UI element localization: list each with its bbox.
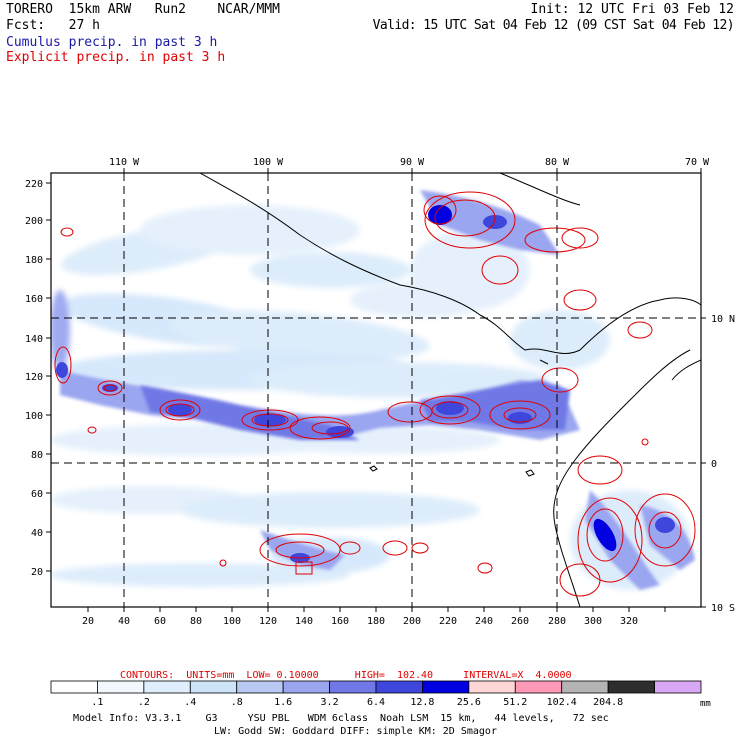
x-tick-label: 180 xyxy=(367,616,385,627)
cumulus-legend: Cumulus precip. in past 3 h xyxy=(6,35,218,50)
coastlines xyxy=(199,173,701,607)
y-tick-label: 100 xyxy=(25,411,43,422)
y-tick-label: 160 xyxy=(25,294,43,305)
lon-label: 110 W xyxy=(109,157,140,168)
colorbar-swatch xyxy=(654,680,702,694)
x-tick-label: 120 xyxy=(259,616,277,627)
x-tick-label: 60 xyxy=(154,616,166,627)
colorbar-swatch xyxy=(514,680,563,694)
lon-label: 70 W xyxy=(685,157,710,168)
contours-info: CONTOURS: UNITS=mm LOW= 0.10000 HIGH= 10… xyxy=(120,670,572,681)
colorbar-swatch xyxy=(50,680,98,694)
colorbar-swatch xyxy=(468,680,516,694)
physics-info: LW: Godd SW: Goddard DIFF: simple KM: 2D… xyxy=(214,726,497,737)
y-tick-label: 60 xyxy=(31,489,43,500)
lat-label: 0 xyxy=(711,459,717,470)
precip-shading xyxy=(51,190,695,590)
x-tick-label: 220 xyxy=(439,616,457,627)
x-tick-label: 280 xyxy=(548,616,566,627)
lon-label: 80 W xyxy=(545,157,570,168)
colorbar-label: 51.2 xyxy=(503,697,527,708)
graticule xyxy=(51,173,701,607)
colorbar-label: .8 xyxy=(231,697,243,708)
colorbar-swatch xyxy=(189,680,238,694)
colorbar-label: 12.8 xyxy=(410,697,434,708)
x-tick-label: 20 xyxy=(82,616,94,627)
lat-label: 10 N xyxy=(711,314,735,325)
colorbar-swatch xyxy=(561,680,609,694)
y-tick-label: 200 xyxy=(25,216,43,227)
model-info: Model Info: V3.3.1 G3 YSU PBL WDM 6class… xyxy=(73,713,609,724)
y-tick-label: 120 xyxy=(25,372,43,383)
valid-time: Valid: 15 UTC Sat 04 Feb 12 (09 CST Sat … xyxy=(372,18,735,33)
y-tick-label: 220 xyxy=(25,179,43,190)
colorbar-swatch xyxy=(143,680,191,694)
colorbar-label: .2 xyxy=(138,697,150,708)
colorbar-label: 6.4 xyxy=(367,697,385,708)
axis-labels: 110 W 100 W 90 W 80 W 70 W 10 N 0 10 S 2… xyxy=(25,157,735,627)
x-tick-label: 40 xyxy=(118,616,130,627)
colorbar-label: .4 xyxy=(184,697,196,708)
colorbar-swatch xyxy=(282,680,330,694)
colorbar-label: 3.2 xyxy=(321,697,339,708)
y-tick-label: 20 xyxy=(31,567,43,578)
y-tick-label: 180 xyxy=(25,255,43,266)
lon-label: 90 W xyxy=(400,157,425,168)
y-tick-label: 80 xyxy=(31,450,43,461)
x-tick-label: 240 xyxy=(475,616,493,627)
colorbar-label: 1.6 xyxy=(274,697,292,708)
x-tick-label: 320 xyxy=(620,616,638,627)
x-tick-label: 300 xyxy=(584,616,602,627)
colorbar-swatch xyxy=(607,680,655,694)
model-title: TORERO 15km ARW Run2 NCAR/MMM xyxy=(6,2,280,17)
explicit-legend: Explicit precip. in past 3 h xyxy=(6,50,226,65)
x-tick-label: 100 xyxy=(223,616,241,627)
colorbar-label: 25.6 xyxy=(457,697,481,708)
x-tick-label: 140 xyxy=(295,616,313,627)
x-tick-label: 200 xyxy=(403,616,421,627)
lat-label: 10 S xyxy=(711,603,735,614)
colorbar-swatch xyxy=(97,680,145,694)
colorbar-swatch xyxy=(422,680,470,694)
colorbar-swatch xyxy=(236,680,284,694)
colorbar-label: 102.4 xyxy=(547,697,577,708)
lon-label: 100 W xyxy=(253,157,284,168)
y-tick-label: 140 xyxy=(25,334,43,345)
colorbar-swatch xyxy=(329,680,377,694)
x-tick-label: 160 xyxy=(331,616,349,627)
x-tick-label: 260 xyxy=(511,616,529,627)
y-tick-label: 40 xyxy=(31,528,43,539)
colorbar-units: mm xyxy=(700,699,711,709)
axis-ticks xyxy=(46,168,706,612)
colorbar-swatch xyxy=(375,680,423,694)
colorbar-label: .1 xyxy=(91,697,103,708)
colorbar-label: 204.8 xyxy=(593,697,623,708)
colorbar: .1 .2 .4 .8 1.6 3.2 6.4 12.8 25.6 51.2 102.4 204.8 xyxy=(50,680,702,708)
init-time: Init: 12 UTC Fri 03 Feb 12 xyxy=(530,2,735,17)
x-tick-label: 80 xyxy=(190,616,202,627)
precip-contours xyxy=(54,191,696,597)
forecast-hour: Fcst: 27 h xyxy=(6,18,100,33)
